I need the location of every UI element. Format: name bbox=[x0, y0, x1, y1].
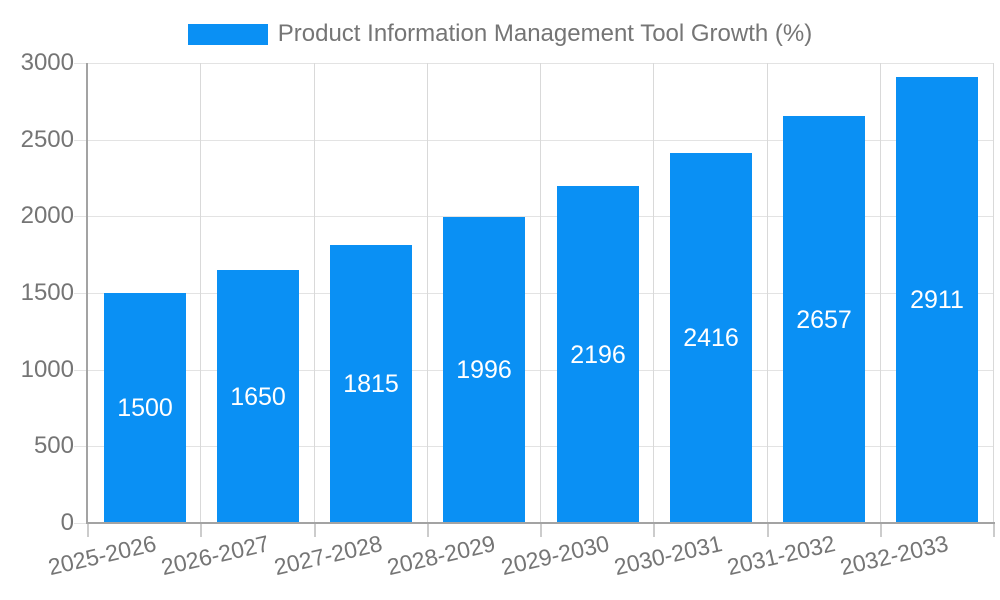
x-axis-label: 2031-2032 bbox=[724, 530, 838, 581]
bar-value-label: 1650 bbox=[230, 382, 286, 411]
x-tick bbox=[427, 524, 429, 537]
gridline-v bbox=[540, 63, 541, 523]
bar: 2911 bbox=[896, 77, 978, 523]
x-tick bbox=[880, 524, 882, 537]
x-tick bbox=[314, 524, 316, 537]
y-axis-label: 3000 bbox=[20, 49, 74, 76]
x-axis-label: 2026-2027 bbox=[158, 530, 272, 581]
x-tick bbox=[993, 524, 995, 537]
bar: 2196 bbox=[557, 186, 639, 523]
bar: 1815 bbox=[330, 245, 412, 523]
x-axis-label: 2029-2030 bbox=[498, 530, 612, 581]
bar-value-label: 1500 bbox=[117, 394, 173, 422]
y-tick bbox=[74, 523, 88, 524]
y-tick bbox=[74, 446, 88, 447]
bar: 1500 bbox=[104, 293, 186, 523]
x-axis-label: 2032-2033 bbox=[837, 530, 951, 581]
y-axis-label: 0 bbox=[60, 509, 74, 536]
bar: 1996 bbox=[443, 217, 525, 523]
y-axis-label: 1500 bbox=[20, 279, 74, 306]
x-tick bbox=[87, 524, 89, 537]
y-axis-label: 2500 bbox=[20, 126, 74, 153]
bar-value-label: 2657 bbox=[796, 305, 852, 334]
x-axis-label: 2030-2031 bbox=[611, 530, 725, 581]
gridline-v bbox=[880, 63, 881, 523]
gridline-v bbox=[200, 63, 201, 523]
x-axis-line bbox=[86, 522, 995, 524]
y-axis-label: 2000 bbox=[20, 202, 74, 229]
gridline-v bbox=[993, 63, 994, 523]
bar: 2416 bbox=[670, 153, 752, 523]
y-axis-line bbox=[86, 63, 88, 524]
x-axis-label: 2027-2028 bbox=[271, 530, 385, 581]
legend-label: Product Information Management Tool Grow… bbox=[277, 20, 813, 47]
legend-swatch bbox=[187, 23, 268, 45]
gridline-v bbox=[653, 63, 654, 523]
y-tick bbox=[74, 140, 88, 141]
x-tick bbox=[540, 524, 542, 537]
x-tick bbox=[653, 524, 655, 537]
bar-value-label: 1815 bbox=[343, 370, 399, 398]
y-tick bbox=[74, 293, 88, 294]
gridline-h bbox=[88, 370, 994, 371]
gridline-h bbox=[88, 216, 994, 217]
gridline-v bbox=[427, 63, 428, 523]
legend: Product Information Management Tool Grow… bbox=[0, 20, 1000, 48]
y-tick bbox=[74, 216, 88, 217]
gridline-h bbox=[88, 63, 994, 64]
bar: 2657 bbox=[783, 116, 865, 523]
y-axis-label: 1000 bbox=[20, 356, 74, 383]
bar-value-label: 2416 bbox=[683, 324, 739, 352]
x-tick bbox=[200, 524, 202, 537]
gridline-h bbox=[88, 140, 994, 141]
y-tick bbox=[74, 370, 88, 371]
gridline-v bbox=[314, 63, 315, 523]
x-tick bbox=[767, 524, 769, 537]
gridline-h bbox=[88, 293, 994, 294]
bar-value-label: 2196 bbox=[570, 340, 626, 369]
x-axis-label: 2028-2029 bbox=[384, 530, 498, 581]
x-axis-label: 2025-2026 bbox=[45, 530, 159, 581]
bar-value-label: 1996 bbox=[456, 356, 512, 384]
bar-value-label: 2911 bbox=[910, 286, 964, 314]
gridline-h bbox=[88, 446, 994, 447]
y-tick bbox=[74, 63, 88, 64]
bar: 1650 bbox=[217, 270, 299, 523]
gridline-v bbox=[767, 63, 768, 523]
y-axis-label: 500 bbox=[33, 432, 74, 459]
